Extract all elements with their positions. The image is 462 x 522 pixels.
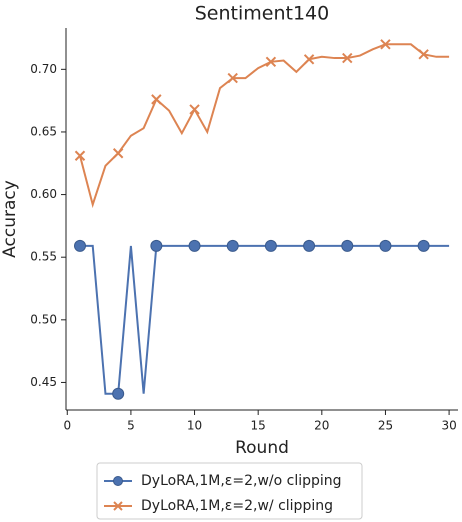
legend [96, 462, 363, 520]
y-tick-label: 0.70 [30, 62, 57, 76]
marker [112, 387, 125, 400]
legend-marker [113, 501, 123, 511]
marker [151, 94, 162, 105]
x-tick-label: 20 [314, 419, 329, 433]
x-tick-label: 25 [378, 419, 393, 433]
y-tick-label: 0.55 [30, 250, 57, 264]
marker [418, 49, 429, 60]
marker [188, 239, 201, 252]
marker [74, 239, 86, 252]
marker [303, 239, 316, 252]
chart-title: Sentiment140 [195, 3, 329, 25]
marker [342, 52, 353, 64]
x-tick-label: 0 [63, 419, 71, 433]
marker [227, 72, 238, 84]
marker [265, 56, 277, 68]
x-tick-label: 30 [441, 419, 456, 433]
y-axis-label: Accuracy [0, 180, 20, 258]
legend-marker [113, 476, 123, 486]
marker [417, 239, 430, 252]
series-line [80, 244, 450, 395]
marker [150, 239, 163, 252]
y-tick-label: 0.65 [30, 124, 57, 138]
y-tick-label: 0.60 [30, 187, 57, 201]
x-tick-label: 15 [251, 419, 266, 433]
legend-label: DyLoRA,1M,ε=2,w/ clipping [141, 498, 333, 514]
marker [341, 239, 354, 252]
x-axis-label: Round [235, 438, 289, 458]
x-tick-label: 5 [127, 419, 135, 433]
x-tick-label: 10 [187, 419, 202, 433]
marker [226, 239, 239, 252]
y-tick-label: 0.45 [30, 375, 57, 389]
marker [189, 104, 200, 115]
marker [74, 150, 86, 161]
marker [303, 54, 315, 65]
marker [380, 39, 391, 50]
legend-label: DyLoRA,1M,ε=2,w/o clipping [141, 473, 342, 489]
marker [112, 148, 124, 159]
marker [379, 239, 392, 252]
marker [264, 239, 277, 252]
series-line [79, 43, 450, 209]
y-tick-label: 0.50 [30, 312, 57, 326]
